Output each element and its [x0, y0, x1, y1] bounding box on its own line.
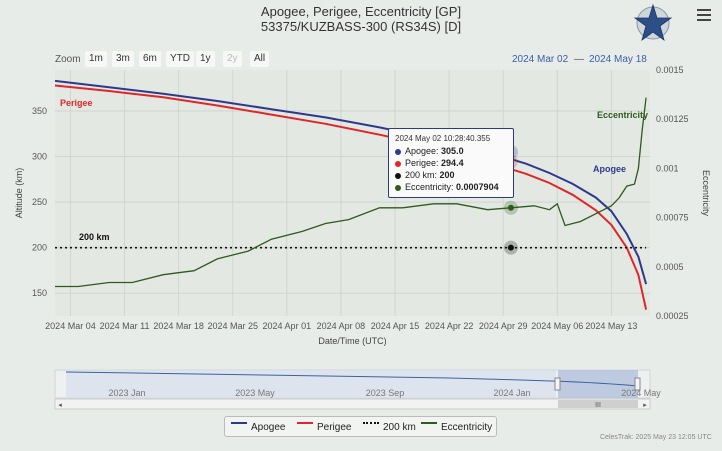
legend-apogee[interactable]: Apogee	[251, 422, 286, 433]
y2-tick-label: 0.00075	[656, 213, 689, 223]
range-separator: —	[574, 54, 584, 65]
tooltip-apogee-value: 305.0	[441, 146, 464, 156]
tooltip-perigee-label: Perigee:	[405, 158, 439, 168]
tooltip-ecc-label: Eccentricity:	[405, 182, 454, 192]
tooltip-ref-label: 200 km:	[405, 170, 438, 180]
chart-legend: Apogee Perigee 200 km Eccentricity	[224, 416, 497, 437]
zoom-2y-button: 2y	[223, 51, 242, 67]
series-line-perigee	[54, 84, 648, 310]
tooltip-date: 2024 May 02 10:28:40.355	[395, 134, 491, 143]
y-tick-label: 350	[32, 106, 47, 116]
navigator-label: 2023 May	[235, 388, 275, 398]
x-tick-label: 2024 Apr 15	[371, 321, 420, 331]
navigator-scrollbar-thumb	[558, 400, 638, 408]
chart-subtitle: 53375/KUZBASS-300 (RS34S) [D]	[260, 19, 462, 34]
y2-tick-label: 0.00025	[656, 311, 689, 321]
x-tick-label: 2024 Apr 01	[263, 321, 312, 331]
navigator-handle-right	[634, 377, 641, 391]
navigator-label: 2023 Sep	[366, 388, 405, 398]
credit-text: CelesTrak: 2025 May 23 12:05 UTC	[600, 434, 712, 441]
legend-200km[interactable]: 200 km	[383, 422, 416, 433]
tooltip-ref-row: 200 km: 200	[395, 170, 455, 180]
x-tick-label: 2024 Mar 25	[207, 321, 258, 331]
y-axis-title: Altitude (km)	[14, 168, 24, 219]
tooltip-perigee-row: Perigee: 294.4	[395, 158, 464, 168]
range-to-input[interactable]: 2024 May 18	[589, 54, 647, 65]
tooltip-perigee-value: 294.4	[441, 158, 464, 168]
tooltip-marker-eccentricity	[507, 204, 514, 211]
navigator-label: 2023 Jan	[108, 388, 145, 398]
y2-tick-label: 0.0005	[656, 262, 684, 272]
legend-perigee-swatch	[297, 422, 313, 424]
zoom-all-button[interactable]: All	[250, 51, 270, 67]
tooltip-marker-200km	[507, 244, 514, 251]
navigator-series	[65, 371, 639, 387]
series-label-200km: 200 km	[79, 232, 110, 242]
range-from-input[interactable]: 2024 Mar 02	[512, 54, 569, 65]
navigator-label: 2024 Jan	[493, 388, 530, 398]
tooltip-ecc-row: Eccentricity: 0.0007904	[395, 182, 499, 192]
series-line-apogee	[54, 79, 648, 285]
tooltip-apogee-label: Apogee:	[405, 146, 439, 156]
zoom-6m-button[interactable]: 6m	[139, 51, 161, 67]
celestrak-logo	[633, 3, 673, 42]
y-tick-label: 250	[32, 197, 47, 207]
y-tick-label: 200	[32, 243, 47, 253]
chart-menu-button[interactable]	[694, 6, 714, 24]
x-tick-label: 2024 Mar 18	[153, 321, 204, 331]
tooltip-ecc-value: 0.0007904	[456, 182, 499, 192]
tooltip-marker-eccentricity-halo	[503, 200, 518, 215]
zoom-ytd-button[interactable]: YTD	[166, 51, 194, 67]
series-label-perigee: Perigee	[60, 98, 93, 108]
zoom-1y-button[interactable]: 1y	[196, 51, 215, 67]
series-label-eccentricity: Eccentricity	[597, 110, 648, 120]
zoom-label: Zoom	[55, 54, 81, 65]
legend-eccentricity-swatch	[421, 422, 437, 424]
y2-tick-label: 0.001	[656, 163, 679, 173]
navigator-outside-range	[66, 370, 556, 398]
x-tick-label: 2024 May 13	[585, 321, 637, 331]
zoom-1m-button[interactable]: 1m	[85, 51, 107, 67]
tooltip-marker-200km-halo	[503, 240, 518, 255]
navigator-scrollbar-grip: III	[595, 402, 601, 409]
x-axis-title: Date/Time (UTC)	[318, 336, 386, 346]
series-label-apogee: Apogee	[593, 164, 626, 174]
navigator-scrollbar	[54, 398, 651, 410]
x-tick-label: 2024 May 06	[531, 321, 583, 331]
series-line-eccentricity	[55, 97, 647, 288]
chart-title: Apogee, Perigee, Eccentricity [GP]	[260, 4, 462, 19]
x-tick-label: 2024 Mar 11	[100, 321, 150, 331]
y2-axis-title: Eccentricity	[701, 170, 711, 217]
y-tick-label: 150	[32, 288, 47, 298]
navigator-scroll-right-arrow: ▸	[643, 402, 647, 409]
y2-tick-label: 0.00125	[656, 114, 689, 124]
legend-200km-swatch	[363, 422, 379, 424]
plot-background	[55, 70, 650, 316]
x-tick-label: 2024 Apr 08	[317, 321, 366, 331]
navigator-label: 2024 May	[621, 388, 661, 398]
x-tick-label: 2024 Mar 04	[45, 321, 96, 331]
legend-perigee[interactable]: Perigee	[317, 422, 352, 433]
navigator-handle-left	[554, 377, 561, 391]
chart-tooltip: 2024 May 02 10:28:40.355 Apogee: 305.0 P…	[388, 128, 514, 198]
navigator-selected-range	[558, 370, 638, 398]
zoom-3m-button[interactable]: 3m	[112, 51, 134, 67]
x-tick-label: 2024 Apr 22	[425, 321, 474, 331]
tooltip-apogee-row: Apogee: 305.0	[395, 146, 464, 156]
legend-apogee-swatch	[231, 422, 247, 424]
legend-eccentricity[interactable]: Eccentricity	[441, 422, 493, 433]
navigator-background	[54, 369, 651, 399]
navigator-scroll-left-arrow: ◂	[58, 402, 62, 409]
x-tick-label: 2024 Apr 29	[479, 321, 528, 331]
y2-tick-label: 0.0015	[656, 65, 684, 75]
y-tick-label: 300	[32, 152, 47, 162]
tooltip-ref-value: 200	[439, 170, 455, 180]
